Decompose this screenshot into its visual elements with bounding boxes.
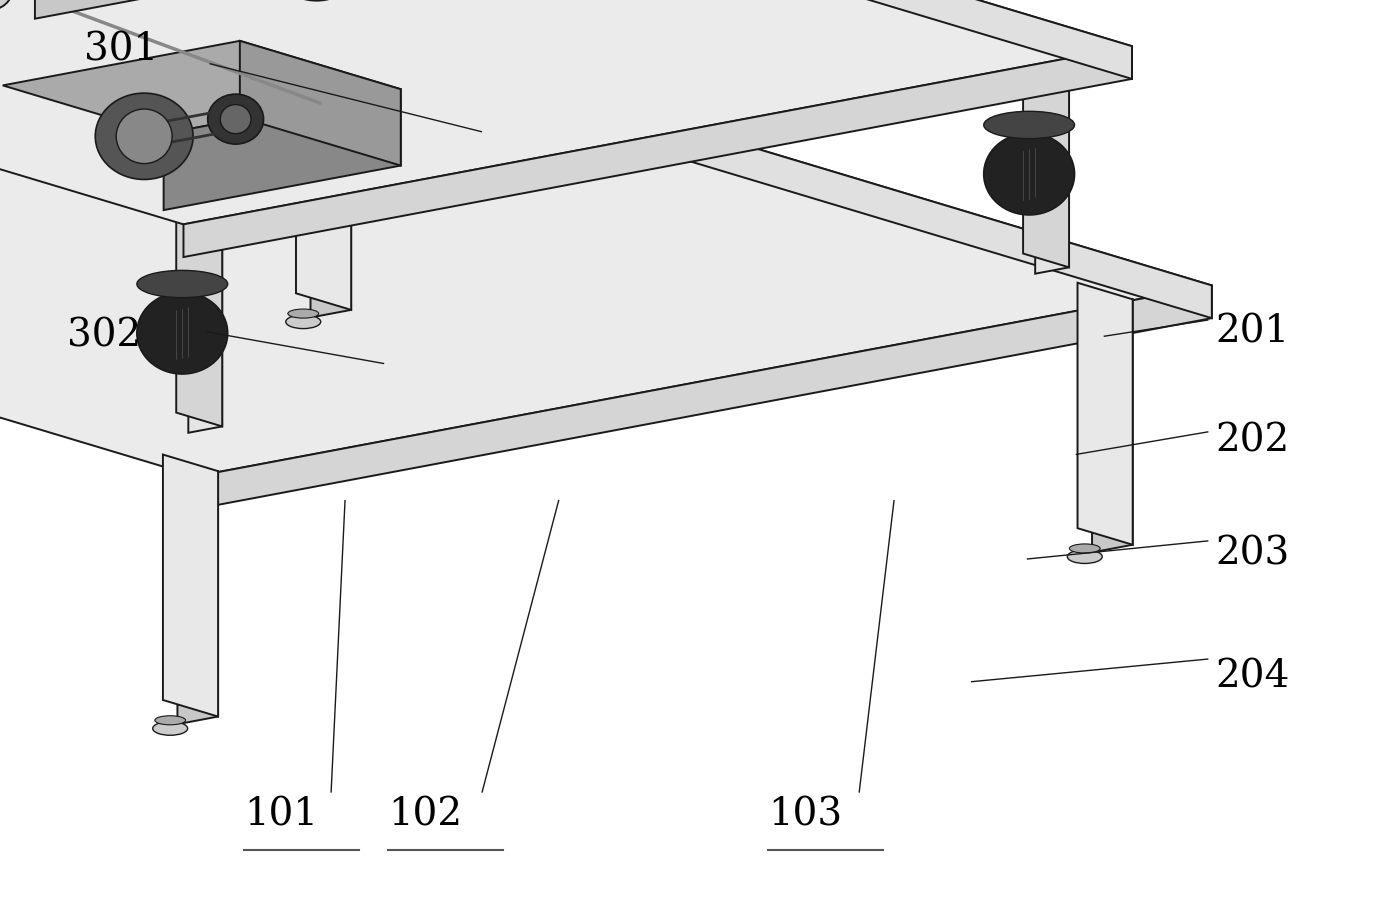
Text: 203: 203 [1215,536,1289,573]
Ellipse shape [208,95,264,145]
Polygon shape [1023,55,1069,267]
Polygon shape [35,0,950,19]
Text: 302: 302 [67,318,141,355]
Polygon shape [323,0,356,59]
Text: 301: 301 [84,32,158,68]
Polygon shape [310,65,351,317]
Polygon shape [163,454,218,716]
Text: 101: 101 [244,797,319,834]
Polygon shape [240,41,401,165]
Polygon shape [0,0,1132,225]
Polygon shape [305,0,1132,79]
Text: 103: 103 [768,797,842,834]
Ellipse shape [288,309,319,318]
Ellipse shape [137,270,228,297]
Polygon shape [310,0,356,54]
Polygon shape [176,214,222,426]
Polygon shape [183,46,1132,257]
Polygon shape [296,48,351,310]
Ellipse shape [1070,544,1101,553]
Polygon shape [0,9,1211,476]
Ellipse shape [116,109,172,164]
Polygon shape [196,285,1211,509]
Polygon shape [177,471,218,724]
Text: 201: 201 [1215,314,1289,350]
Text: 102: 102 [388,797,462,834]
Text: 204: 204 [1215,659,1289,695]
Ellipse shape [152,722,187,735]
Text: 202: 202 [1215,423,1289,459]
Polygon shape [1035,68,1069,274]
Polygon shape [163,89,401,210]
Polygon shape [1077,283,1133,544]
Ellipse shape [155,715,186,724]
Ellipse shape [95,93,193,179]
Polygon shape [189,227,222,433]
Ellipse shape [286,315,321,328]
Polygon shape [1092,299,1133,553]
Ellipse shape [1067,550,1102,564]
Polygon shape [292,9,1211,318]
Polygon shape [3,41,401,134]
Ellipse shape [221,105,251,134]
Ellipse shape [137,292,228,374]
Ellipse shape [0,0,14,9]
Ellipse shape [983,111,1074,138]
Ellipse shape [983,133,1074,215]
